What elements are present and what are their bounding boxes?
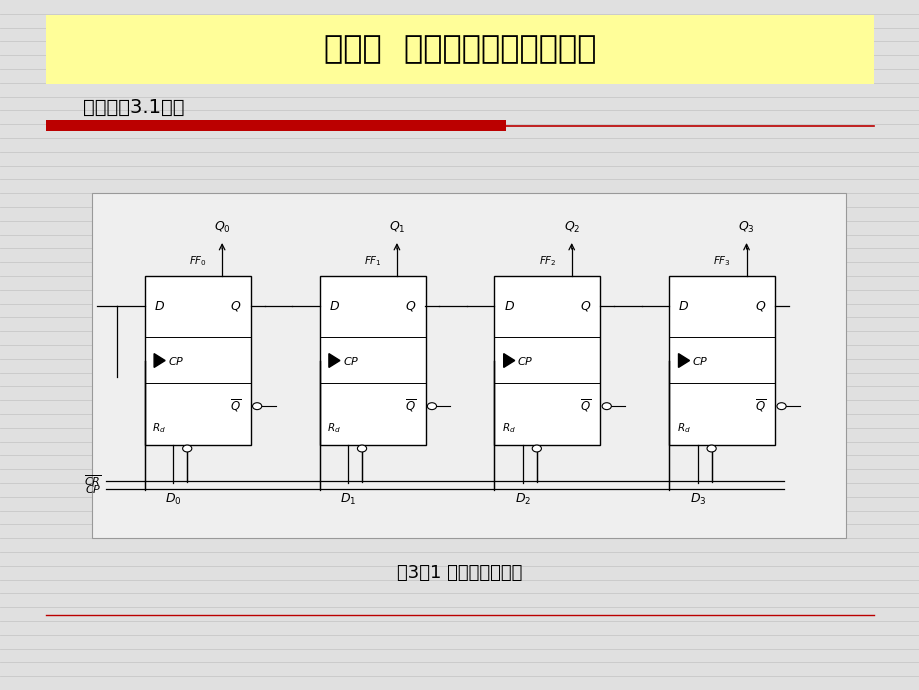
Text: $Q$: $Q$ <box>754 299 766 313</box>
Bar <box>494 276 600 445</box>
Text: $D_1$: $D_1$ <box>340 492 356 507</box>
Bar <box>46 120 505 131</box>
Bar <box>92 193 845 538</box>
Text: $\mathit{FF}_{3}$: $\mathit{FF}_{3}$ <box>712 254 731 268</box>
Text: $Q$: $Q$ <box>230 299 241 313</box>
Text: $Q_3$: $Q_3$ <box>737 219 754 235</box>
Text: 电路如图3.1所示: 电路如图3.1所示 <box>83 97 184 117</box>
Text: $D$: $D$ <box>329 300 339 313</box>
Text: $CP$: $CP$ <box>692 355 708 366</box>
Text: $\overline{Q}$: $\overline{Q}$ <box>404 398 416 415</box>
Circle shape <box>777 403 786 410</box>
Text: $Q_2$: $Q_2$ <box>563 219 579 235</box>
Bar <box>669 276 774 445</box>
Text: $\overline{Q}$: $\overline{Q}$ <box>754 398 766 415</box>
Text: 图3．1 四位数码寄存器: 图3．1 四位数码寄存器 <box>397 564 522 582</box>
Text: $D_0$: $D_0$ <box>165 492 182 507</box>
Text: $D_2$: $D_2$ <box>515 492 530 507</box>
Text: 任务三  时序逻辑电路及其应用: 任务三 时序逻辑电路及其应用 <box>323 34 596 65</box>
Circle shape <box>357 445 367 452</box>
Text: $D$: $D$ <box>678 300 688 313</box>
Text: $\overline{CR}$: $\overline{CR}$ <box>84 473 101 489</box>
Circle shape <box>252 403 262 410</box>
Bar <box>320 276 425 445</box>
Text: $\mathit{FF}_{0}$: $\mathit{FF}_{0}$ <box>188 254 207 268</box>
Text: $D$: $D$ <box>504 300 514 313</box>
Text: $CP$: $CP$ <box>516 355 533 366</box>
Polygon shape <box>329 353 340 367</box>
Text: $\overline{Q}$: $\overline{Q}$ <box>579 398 591 415</box>
Circle shape <box>531 445 541 452</box>
Polygon shape <box>154 353 165 367</box>
Circle shape <box>707 445 716 452</box>
Text: $\mathit{FF}_{1}$: $\mathit{FF}_{1}$ <box>363 254 381 268</box>
Text: $D$: $D$ <box>154 300 165 313</box>
Text: $R_d$: $R_d$ <box>502 421 516 435</box>
Text: $Q$: $Q$ <box>579 299 591 313</box>
Text: $Q_0$: $Q_0$ <box>213 219 231 235</box>
Text: $CP$: $CP$ <box>168 355 184 366</box>
Circle shape <box>427 403 437 410</box>
Circle shape <box>601 403 611 410</box>
Text: $CP$: $CP$ <box>85 483 101 495</box>
Bar <box>145 276 250 445</box>
Text: $\mathit{FF}_{2}$: $\mathit{FF}_{2}$ <box>538 254 556 268</box>
Polygon shape <box>504 353 515 367</box>
Text: $Q$: $Q$ <box>404 299 416 313</box>
Text: $R_d$: $R_d$ <box>327 421 341 435</box>
Text: $D_3$: $D_3$ <box>689 492 706 507</box>
Text: $R_d$: $R_d$ <box>153 421 166 435</box>
Text: $R_d$: $R_d$ <box>676 421 690 435</box>
Polygon shape <box>678 353 689 367</box>
Text: $Q_1$: $Q_1$ <box>388 219 404 235</box>
Text: $CP$: $CP$ <box>343 355 358 366</box>
Text: $\overline{Q}$: $\overline{Q}$ <box>230 398 241 415</box>
Bar <box>46 15 873 84</box>
Circle shape <box>183 445 192 452</box>
